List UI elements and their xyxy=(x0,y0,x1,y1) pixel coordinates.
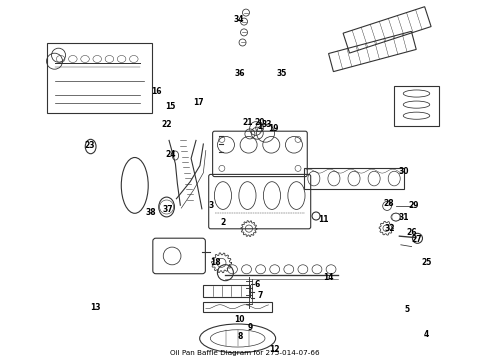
Text: 7: 7 xyxy=(257,291,262,300)
Text: 35: 35 xyxy=(276,69,287,78)
Text: 22: 22 xyxy=(161,120,172,129)
Text: 32: 32 xyxy=(384,224,395,233)
Text: 10: 10 xyxy=(234,315,245,324)
Text: 3: 3 xyxy=(208,202,213,210)
Text: Oil Pan Baffle Diagram for 275-014-07-66: Oil Pan Baffle Diagram for 275-014-07-66 xyxy=(170,350,320,356)
Text: 27: 27 xyxy=(411,235,422,244)
Bar xyxy=(203,285,250,297)
Text: 15: 15 xyxy=(165,102,176,111)
Text: 13: 13 xyxy=(90,303,101,312)
Text: 23: 23 xyxy=(84,141,95,150)
Bar xyxy=(394,86,439,126)
Text: 9: 9 xyxy=(247,323,252,332)
Text: 6: 6 xyxy=(255,280,260,289)
Bar xyxy=(47,43,152,113)
Text: 24: 24 xyxy=(165,150,176,159)
Bar xyxy=(304,168,404,189)
Text: 16: 16 xyxy=(151,87,162,96)
Text: 37: 37 xyxy=(163,205,173,215)
Text: 4: 4 xyxy=(424,330,429,339)
Bar xyxy=(203,302,272,312)
Text: 12: 12 xyxy=(269,345,280,354)
Text: 28: 28 xyxy=(383,199,394,208)
Text: 5: 5 xyxy=(404,305,409,314)
Text: 25: 25 xyxy=(421,258,432,267)
Text: 2: 2 xyxy=(220,218,225,227)
Text: 20: 20 xyxy=(254,118,265,127)
Text: 38: 38 xyxy=(146,208,156,217)
Text: 29: 29 xyxy=(409,201,419,210)
Text: 18: 18 xyxy=(210,258,221,267)
Text: 26: 26 xyxy=(406,228,417,237)
Text: 33: 33 xyxy=(262,120,272,129)
Text: 17: 17 xyxy=(193,98,204,107)
Text: 1: 1 xyxy=(257,122,262,131)
Text: 11: 11 xyxy=(318,215,329,224)
Text: 34: 34 xyxy=(233,15,244,24)
Text: 21: 21 xyxy=(242,118,253,127)
Text: 31: 31 xyxy=(399,213,410,222)
Text: 19: 19 xyxy=(268,125,279,134)
Text: 36: 36 xyxy=(235,69,245,78)
Text: 14: 14 xyxy=(323,273,334,282)
Text: 8: 8 xyxy=(238,332,243,341)
Text: 30: 30 xyxy=(399,166,410,176)
